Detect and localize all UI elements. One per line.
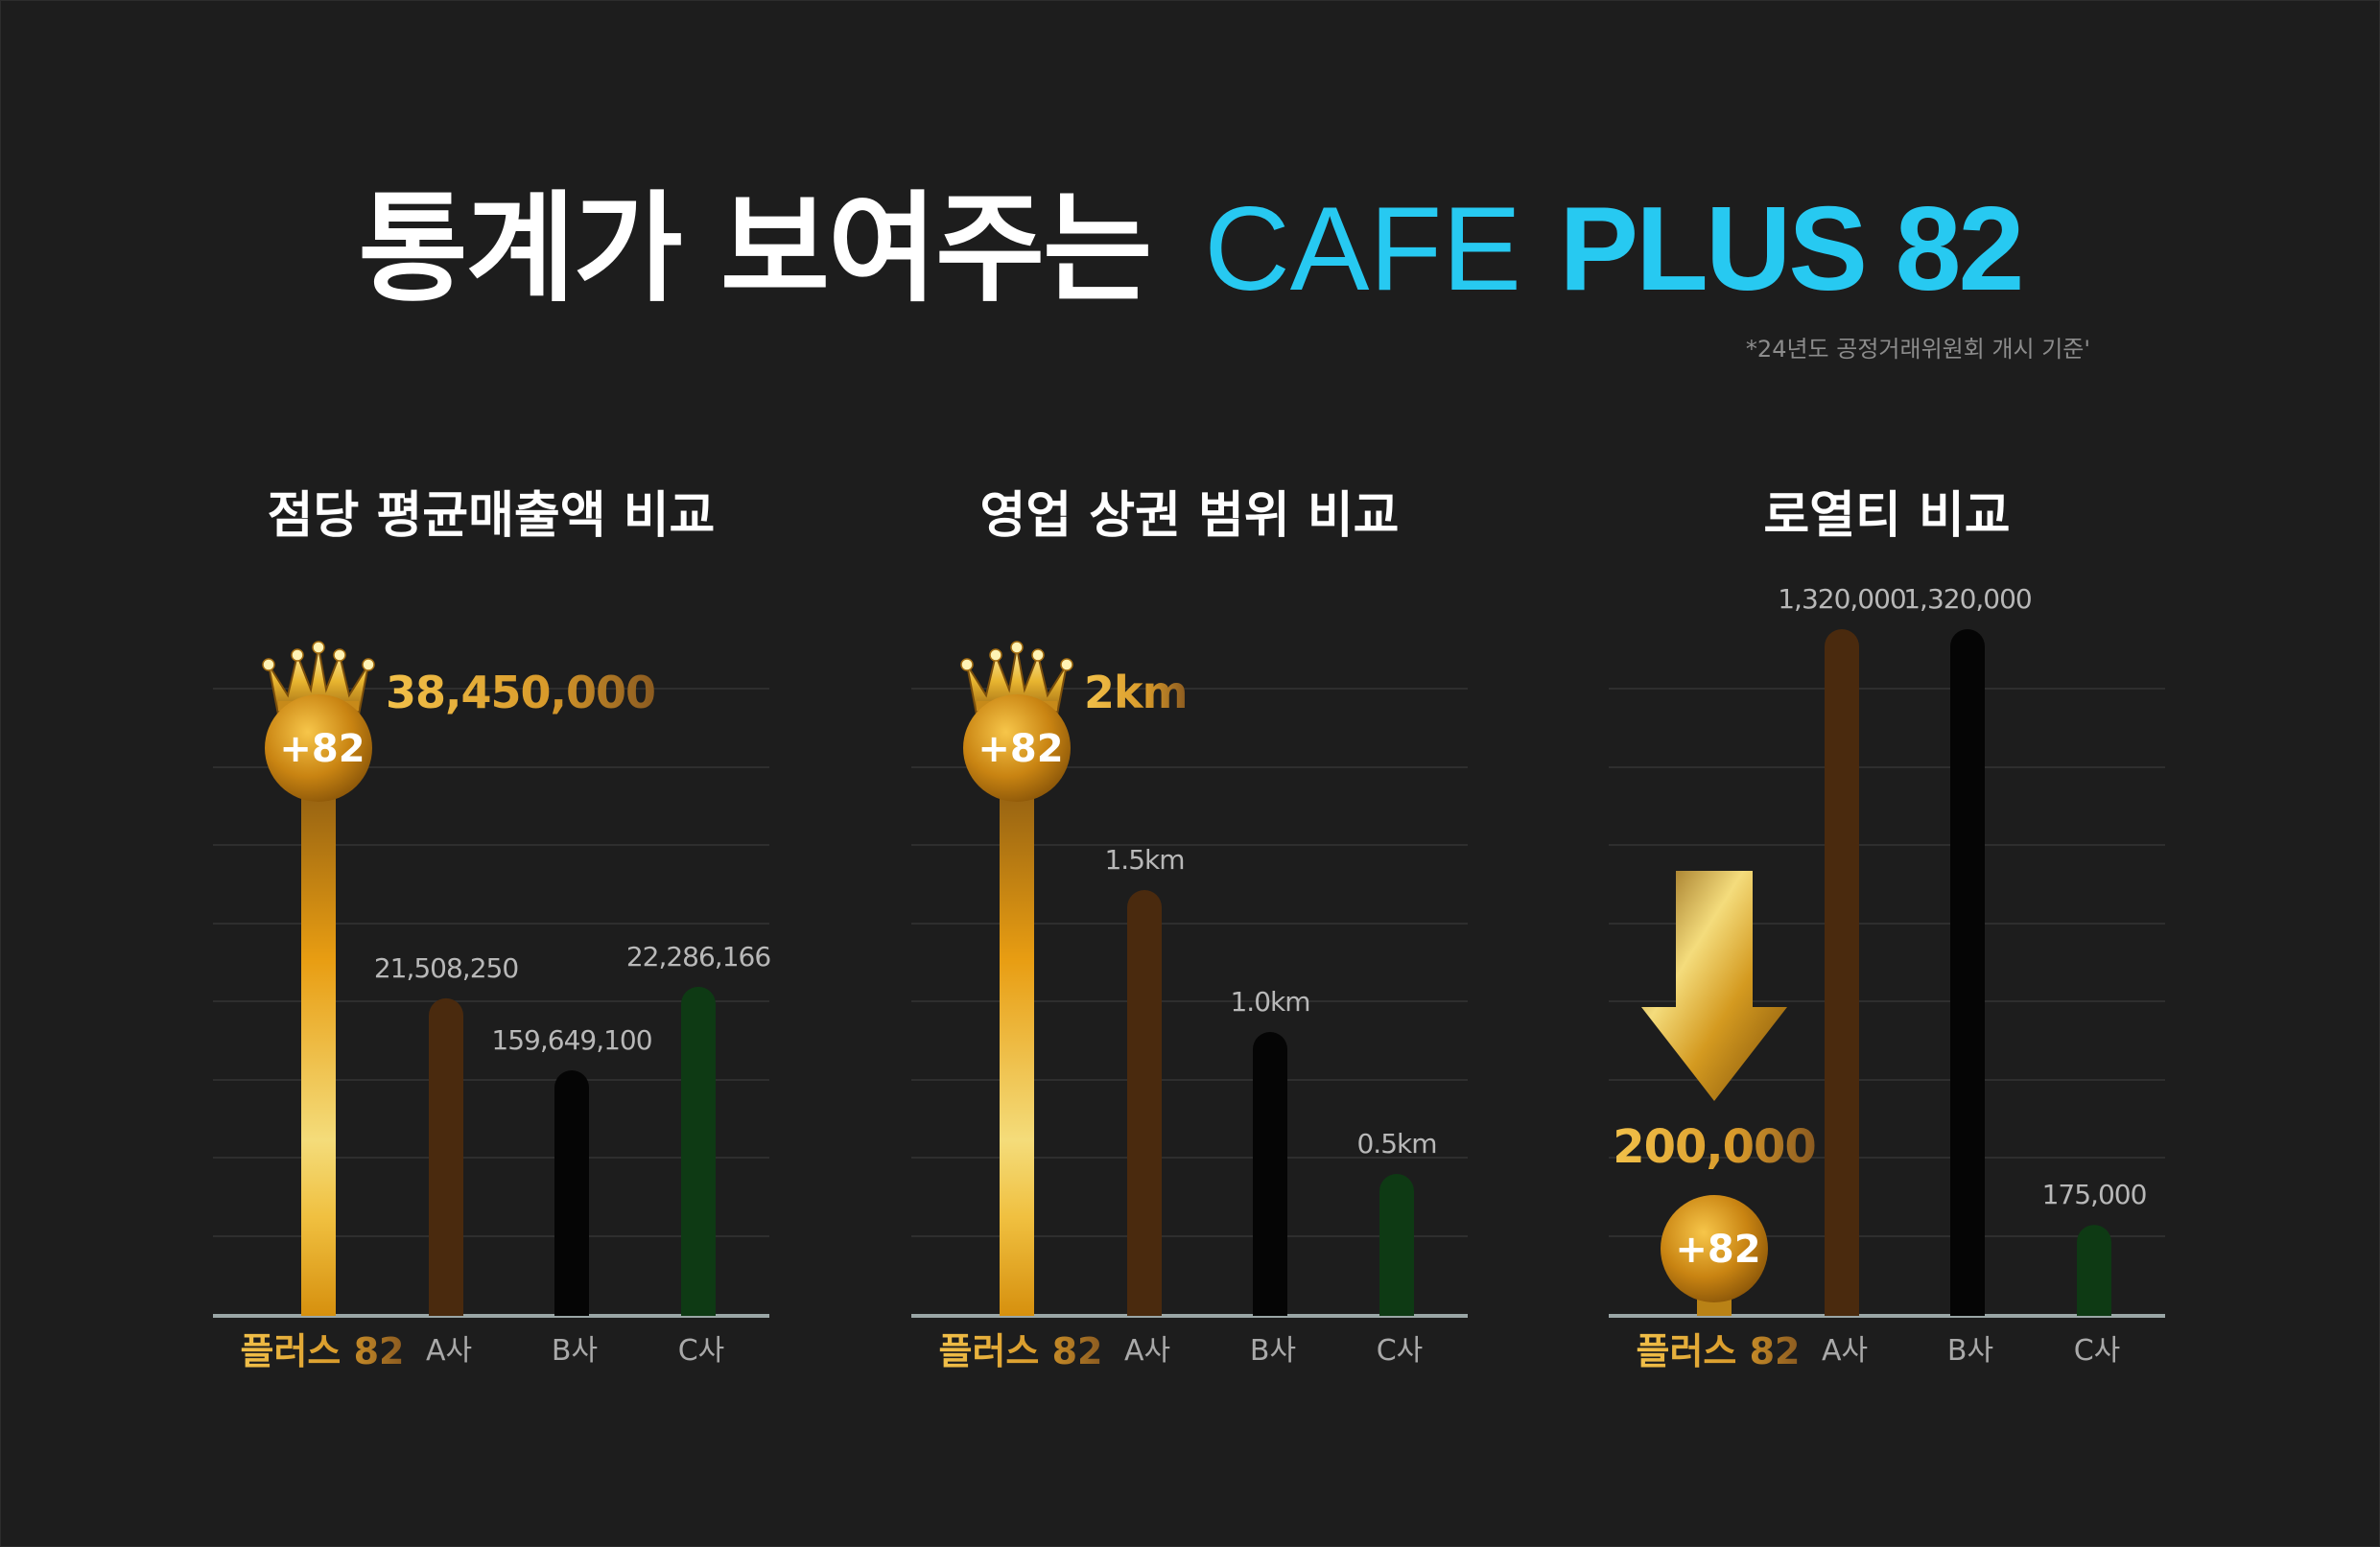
chart-title-royalty: 로열티 비교 [1763, 486, 2011, 545]
value-label-b: 1.0km [1230, 986, 1309, 1018]
crown-icon [262, 641, 375, 715]
value-label-b: 1,320,000 [1903, 583, 2032, 615]
value-label-plus82: 2km [1084, 667, 1188, 718]
chart-trade-area: 1.5km 1.0km 0.5km +82 2km 플러스 82 A사 B사 C사 [911, 641, 1468, 1372]
category-label-b: B사 [1250, 1334, 1296, 1368]
bar-plus82 [301, 767, 336, 1316]
value-label-a: 21,508,250 [374, 952, 518, 984]
source-note: *24년도 공정거래위원회 개시 기준' [1745, 336, 2090, 363]
bar-b [1950, 629, 1985, 1316]
plus82-badge-icon: +82 [265, 694, 372, 802]
plus82-badge-icon: +82 [963, 694, 1071, 802]
category-label-a: A사 [426, 1334, 472, 1368]
value-label-plus82: 200,000 [1613, 1120, 1816, 1174]
value-label-c: 175,000 [2042, 1179, 2147, 1210]
down-arrow-icon [1641, 871, 1787, 1101]
category-label-plus82: 플러스 82 [1637, 1330, 1801, 1372]
bar-plus82 [1000, 767, 1034, 1316]
chart-revenue: 21,508,250 159,649,100 22,286,166 +82 38,450… [213, 641, 771, 1372]
bar-b [554, 1070, 589, 1316]
category-label-plus82: 플러스 82 [939, 1330, 1103, 1372]
value-label-a: 1,320,000 [1778, 583, 1906, 615]
category-label-b: B사 [552, 1334, 598, 1368]
category-label-c: C사 [678, 1334, 725, 1368]
value-label-a: 1.5km [1104, 844, 1184, 876]
title-korean: 통계가 보여주는 [358, 179, 1153, 318]
chart-title-trade-area: 영업 상권 범위 비교 [979, 486, 1400, 545]
svg-text:+82: +82 [978, 727, 1063, 771]
bar-b [1253, 1032, 1287, 1316]
category-label-c: C사 [2074, 1334, 2121, 1368]
category-label-plus82: 플러스 82 [241, 1330, 405, 1372]
bar-c [681, 986, 716, 1316]
bar-a [429, 997, 463, 1316]
svg-text:+82: +82 [1675, 1228, 1760, 1272]
chart-title-revenue: 점당 평균매출액 비교 [267, 486, 716, 545]
value-label-c: 0.5km [1356, 1128, 1436, 1160]
bar-a [1127, 890, 1162, 1316]
category-label-b: B사 [1947, 1334, 1993, 1368]
bar-c [1379, 1174, 1414, 1316]
category-label-a: A사 [1124, 1334, 1170, 1368]
category-label-c: C사 [1377, 1334, 1424, 1368]
category-label-a: A사 [1822, 1334, 1868, 1368]
brand-cafe: CAFE [1204, 183, 1521, 316]
page-title: 통계가 보여주는 CAFE PLUS 82 [0, 168, 2380, 331]
brand-plus82: PLUS 82 [1559, 183, 2024, 316]
plus82-badge-icon: +82 [1661, 1195, 1768, 1302]
bar-c [2077, 1225, 2111, 1316]
value-label-b: 159,649,100 [491, 1024, 651, 1056]
value-label-c: 22,286,166 [626, 941, 771, 973]
bar-a [1825, 629, 1859, 1316]
svg-text:+82: +82 [279, 727, 365, 771]
value-label-plus82: 38,450,000 [386, 667, 655, 718]
